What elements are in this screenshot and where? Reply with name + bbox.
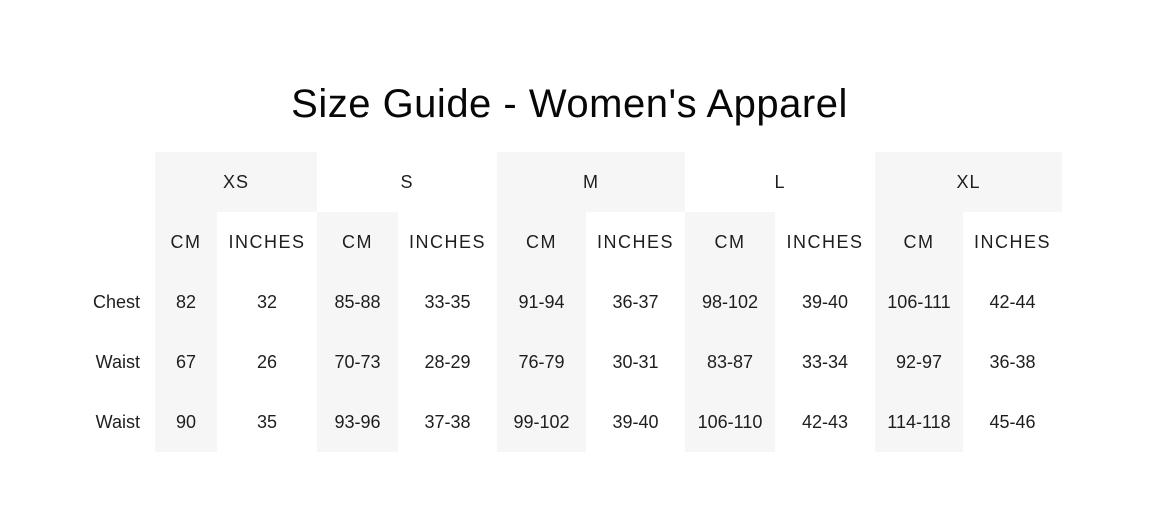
measurement-cell-waist-xl-inches: 36-38 xyxy=(989,351,1036,372)
size-group-header-l: L xyxy=(774,171,786,192)
size-group-header-xl: XL xyxy=(875,152,1062,212)
row-label-waist-2: Waist xyxy=(95,411,140,432)
corner-cell xyxy=(60,152,155,212)
measurement-cell-chest-xl-cm: 106-111 xyxy=(875,272,963,332)
size-group-header-xs: XS xyxy=(155,152,317,212)
row-label-chest: Chest xyxy=(92,291,140,312)
unit-header-cm-xl: CM xyxy=(875,212,963,272)
unit-header-inches-xl: INCHES xyxy=(973,231,1051,252)
measurement-cell-waist2-m-cm: 99-102 xyxy=(497,392,586,452)
corner-cell xyxy=(60,212,155,272)
unit-header-cm-s: CM xyxy=(317,212,398,272)
measurement-cell-waist-s-inches: 28-29 xyxy=(424,351,471,372)
size-group-header-m: M xyxy=(497,152,685,212)
measurement-cell-waist-m-cm: 76-79 xyxy=(497,332,586,392)
size-table: XS S M L XL CM INCHES CM INCHES CM INCHE… xyxy=(60,152,1062,452)
row-label-waist: Waist xyxy=(95,351,140,372)
measurement-cell-waist2-xl-cm: 114-118 xyxy=(875,392,963,452)
measurement-cell-waist2-xs-inches: 35 xyxy=(256,411,278,432)
measurement-cell-chest-m-inches: 36-37 xyxy=(612,291,659,312)
unit-header-inches-l: INCHES xyxy=(786,231,864,252)
unit-header-cm-l: CM xyxy=(685,212,775,272)
measurement-cell-waist2-xl-inches: 45-46 xyxy=(989,411,1036,432)
unit-header-inches-xs: INCHES xyxy=(228,231,306,252)
measurement-cell-chest-m-cm: 91-94 xyxy=(497,272,586,332)
unit-header-inches-m: INCHES xyxy=(596,231,674,252)
measurement-cell-waist-xs-inches: 26 xyxy=(256,351,278,372)
measurement-cell-chest-l-cm: 98-102 xyxy=(685,272,775,332)
size-group-header-s: S xyxy=(400,171,414,192)
unit-header-cm-xs: CM xyxy=(155,212,217,272)
measurement-cell-waist2-m-inches: 39-40 xyxy=(612,411,659,432)
measurement-cell-chest-s-inches: 33-35 xyxy=(424,291,471,312)
measurement-cell-waist2-l-cm: 106-110 xyxy=(685,392,775,452)
measurement-cell-chest-xs-cm: 82 xyxy=(155,272,217,332)
measurement-cell-waist-l-cm: 83-87 xyxy=(685,332,775,392)
measurement-cell-chest-l-inches: 39-40 xyxy=(801,291,849,312)
measurement-cell-waist2-xs-cm: 90 xyxy=(155,392,217,452)
measurement-cell-waist-xs-cm: 67 xyxy=(155,332,217,392)
page-title: Size Guide - Women's Apparel xyxy=(291,82,848,126)
measurement-cell-waist-m-inches: 30-31 xyxy=(612,351,659,372)
measurement-cell-waist2-s-inches: 37-38 xyxy=(424,411,471,432)
unit-header-cm-m: CM xyxy=(497,212,586,272)
measurement-cell-waist2-l-inches: 42-43 xyxy=(801,411,849,432)
measurement-cell-chest-s-cm: 85-88 xyxy=(317,272,398,332)
measurement-cell-chest-xl-inches: 42-44 xyxy=(989,291,1036,312)
measurement-cell-chest-xs-inches: 32 xyxy=(256,291,278,312)
measurement-cell-waist-l-inches: 33-34 xyxy=(801,351,849,372)
measurement-cell-waist-s-cm: 70-73 xyxy=(317,332,398,392)
unit-header-inches-s: INCHES xyxy=(408,231,486,252)
measurement-cell-waist2-s-cm: 93-96 xyxy=(317,392,398,452)
measurement-cell-waist-xl-cm: 92-97 xyxy=(875,332,963,392)
